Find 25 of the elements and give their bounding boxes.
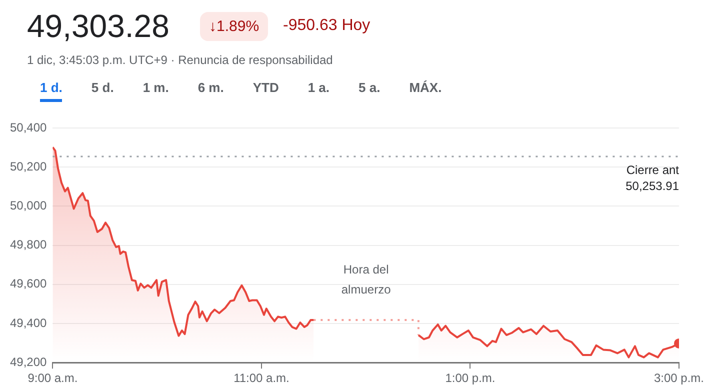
y-tick-label: 50,000: [10, 198, 48, 213]
y-tick-label: 50,200: [10, 159, 48, 174]
y-tick-label: 49,800: [10, 238, 48, 252]
y-tick-label: 49,600: [10, 276, 48, 291]
y-tick-label: 49,200: [10, 354, 48, 369]
y-tick-label: 49,400: [10, 316, 48, 330]
text: -950.63 Hoy: [283, 17, 370, 35]
y-tick-label: 50,400: [10, 120, 48, 134]
text: 1 m.: [142, 80, 169, 97]
ref-line-label: Cierre ant 50,253.91: [626, 162, 680, 193]
text: 1 d.: [40, 80, 62, 102]
text: 1 a.: [308, 80, 330, 97]
x-tick-label: 1:00 p.m.: [445, 371, 496, 386]
text: MÁX.: [409, 80, 442, 97]
text: ↓1.89%: [200, 12, 268, 41]
chart-subtitle: 1 dic, 3:45:03 p.m. UTC+9 · Renuncia de responsabilidad: [27, 53, 333, 67]
x-tick-label: 9:00 a.m.: [28, 371, 78, 386]
x-tick-label: 11:00 a.m.: [234, 371, 290, 386]
text: 6 m.: [198, 80, 224, 97]
chart-title: 49,303.28: [27, 8, 170, 45]
x-tick-label: 3:00 p.m.: [654, 371, 704, 386]
text: 5 a.: [358, 80, 380, 97]
text: YTD: [252, 80, 279, 97]
annotation: Hora del almuerzo: [341, 262, 392, 296]
text: 5 d.: [91, 80, 114, 97]
